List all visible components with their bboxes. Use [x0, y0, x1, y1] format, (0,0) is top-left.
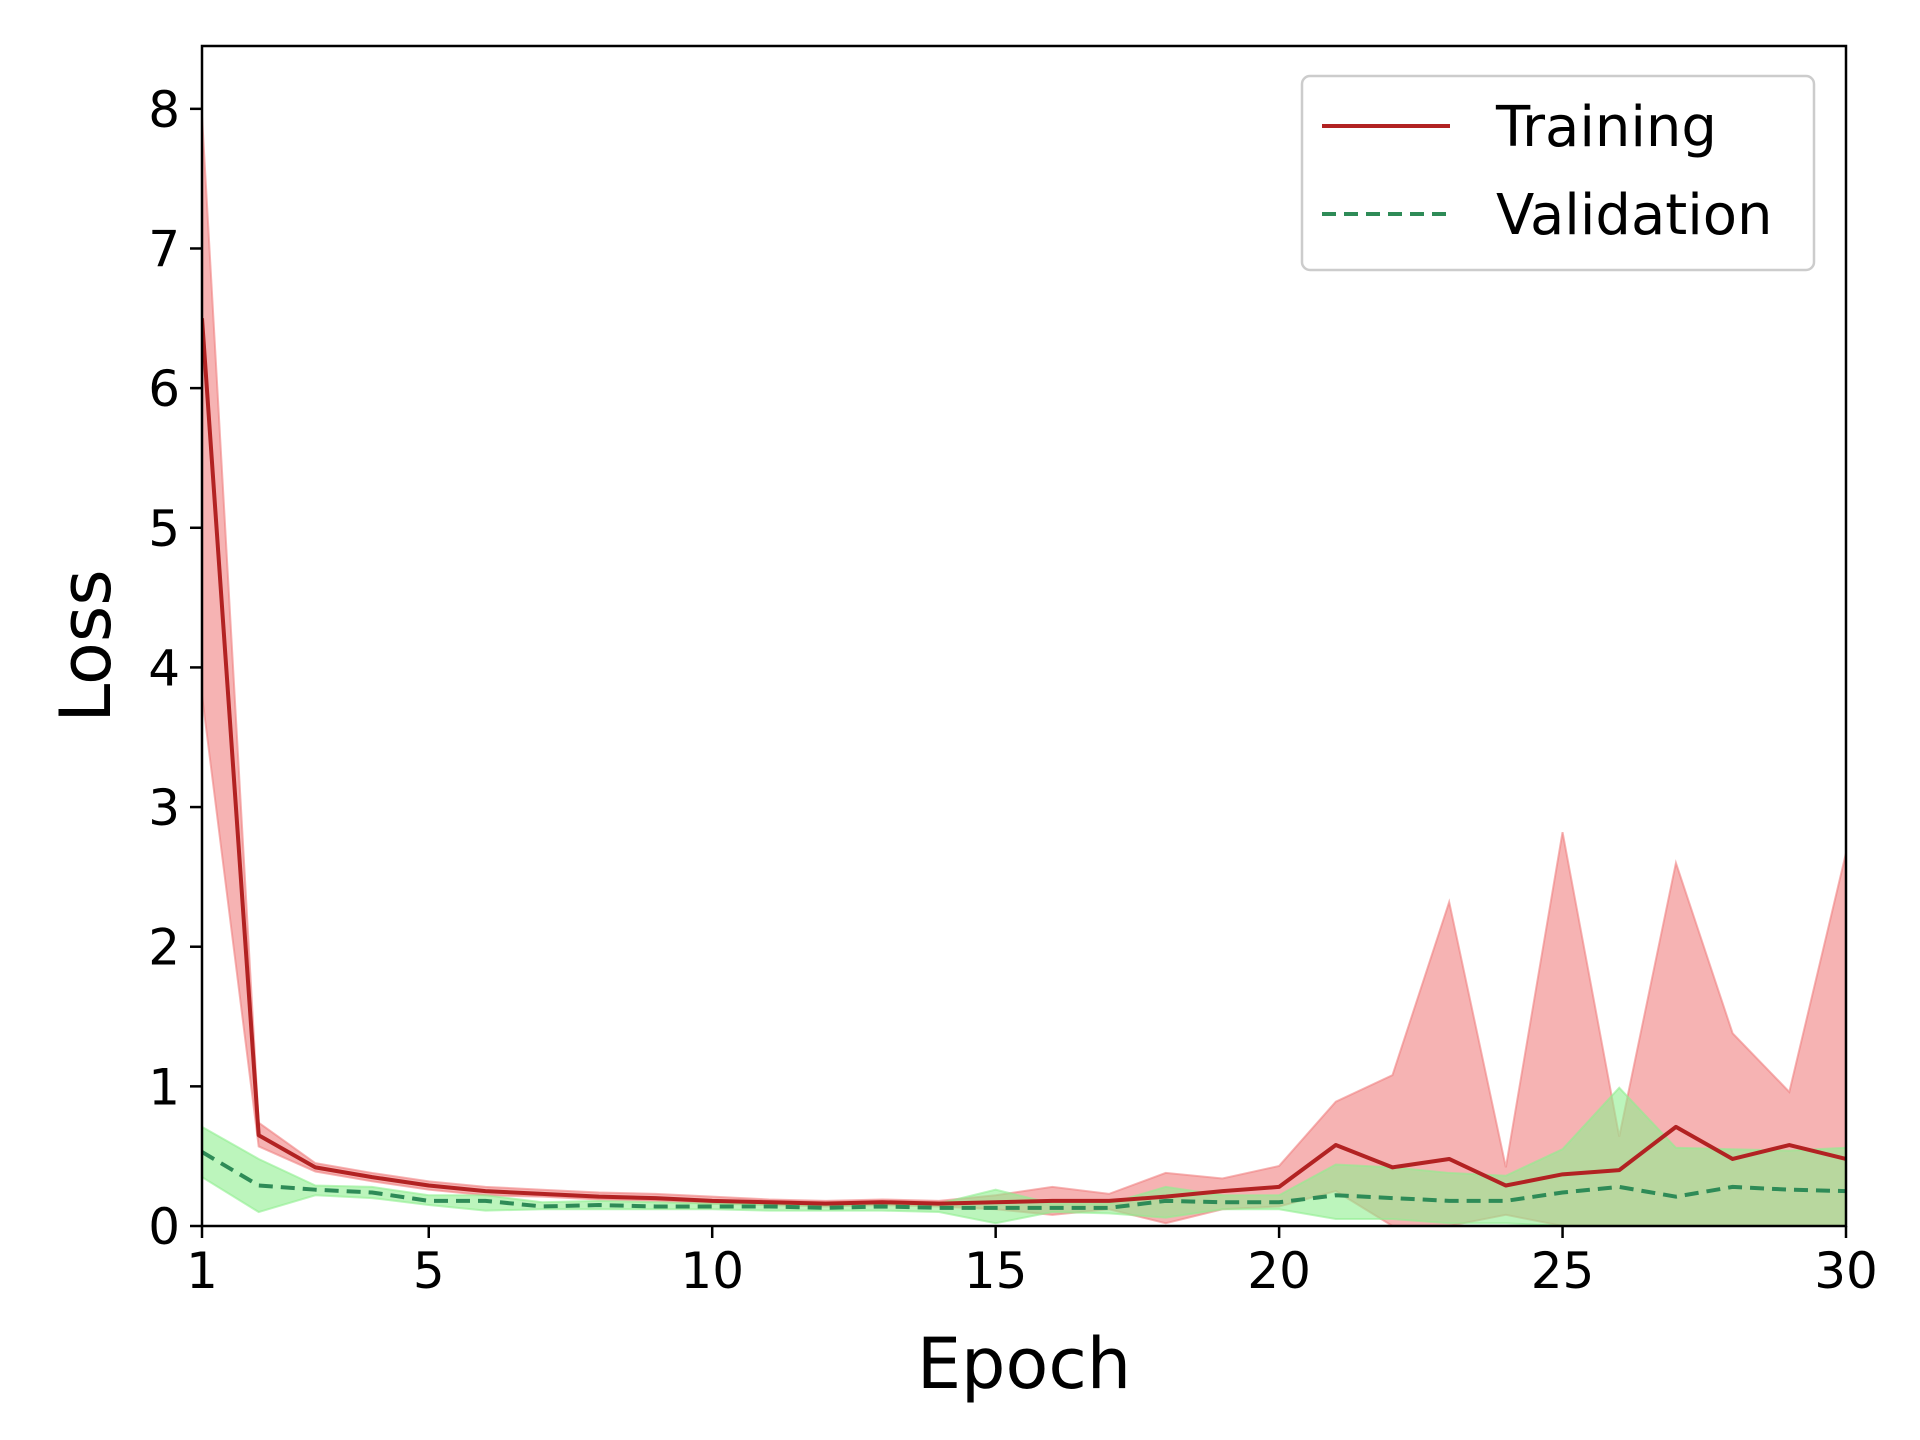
band-training	[202, 115, 1846, 1226]
plot-frame	[200, 44, 1848, 1228]
y-tick-label: 0	[148, 1198, 180, 1256]
x-axis-title: Epoch	[917, 1323, 1131, 1405]
x-tick-label: 25	[1531, 1242, 1595, 1300]
x-tick-label: 5	[413, 1242, 445, 1300]
confidence-bands	[202, 115, 1846, 1226]
legend-label-validation: Validation	[1496, 183, 1773, 248]
y-tick-label: 6	[148, 360, 180, 418]
band-validation	[202, 1086, 1846, 1226]
y-tick-label: 8	[148, 81, 180, 139]
y-tick-label: 5	[148, 500, 180, 558]
x-tick-label: 30	[1814, 1242, 1878, 1300]
x-tick-label: 20	[1247, 1242, 1311, 1300]
legend-label-training: Training	[1495, 95, 1717, 160]
legend: Training Validation	[1300, 74, 1816, 272]
y-axis: 0 1 2 3 4 5 6 7 8	[148, 81, 202, 1256]
x-tick-label: 1	[186, 1242, 218, 1300]
y-tick-label: 4	[148, 639, 180, 697]
y-tick-label: 7	[148, 220, 180, 278]
series-lines	[202, 318, 1846, 1210]
x-axis: 1 5 10 15 20 25 30	[186, 1226, 1878, 1300]
y-axis-title: Loss	[45, 569, 127, 723]
x-tick-label: 10	[680, 1242, 744, 1300]
y-tick-label: 2	[148, 919, 180, 977]
line-training	[202, 318, 1846, 1206]
y-tick-label: 3	[148, 779, 180, 837]
y-tick-label: 1	[148, 1058, 180, 1116]
x-tick-label: 15	[964, 1242, 1028, 1300]
